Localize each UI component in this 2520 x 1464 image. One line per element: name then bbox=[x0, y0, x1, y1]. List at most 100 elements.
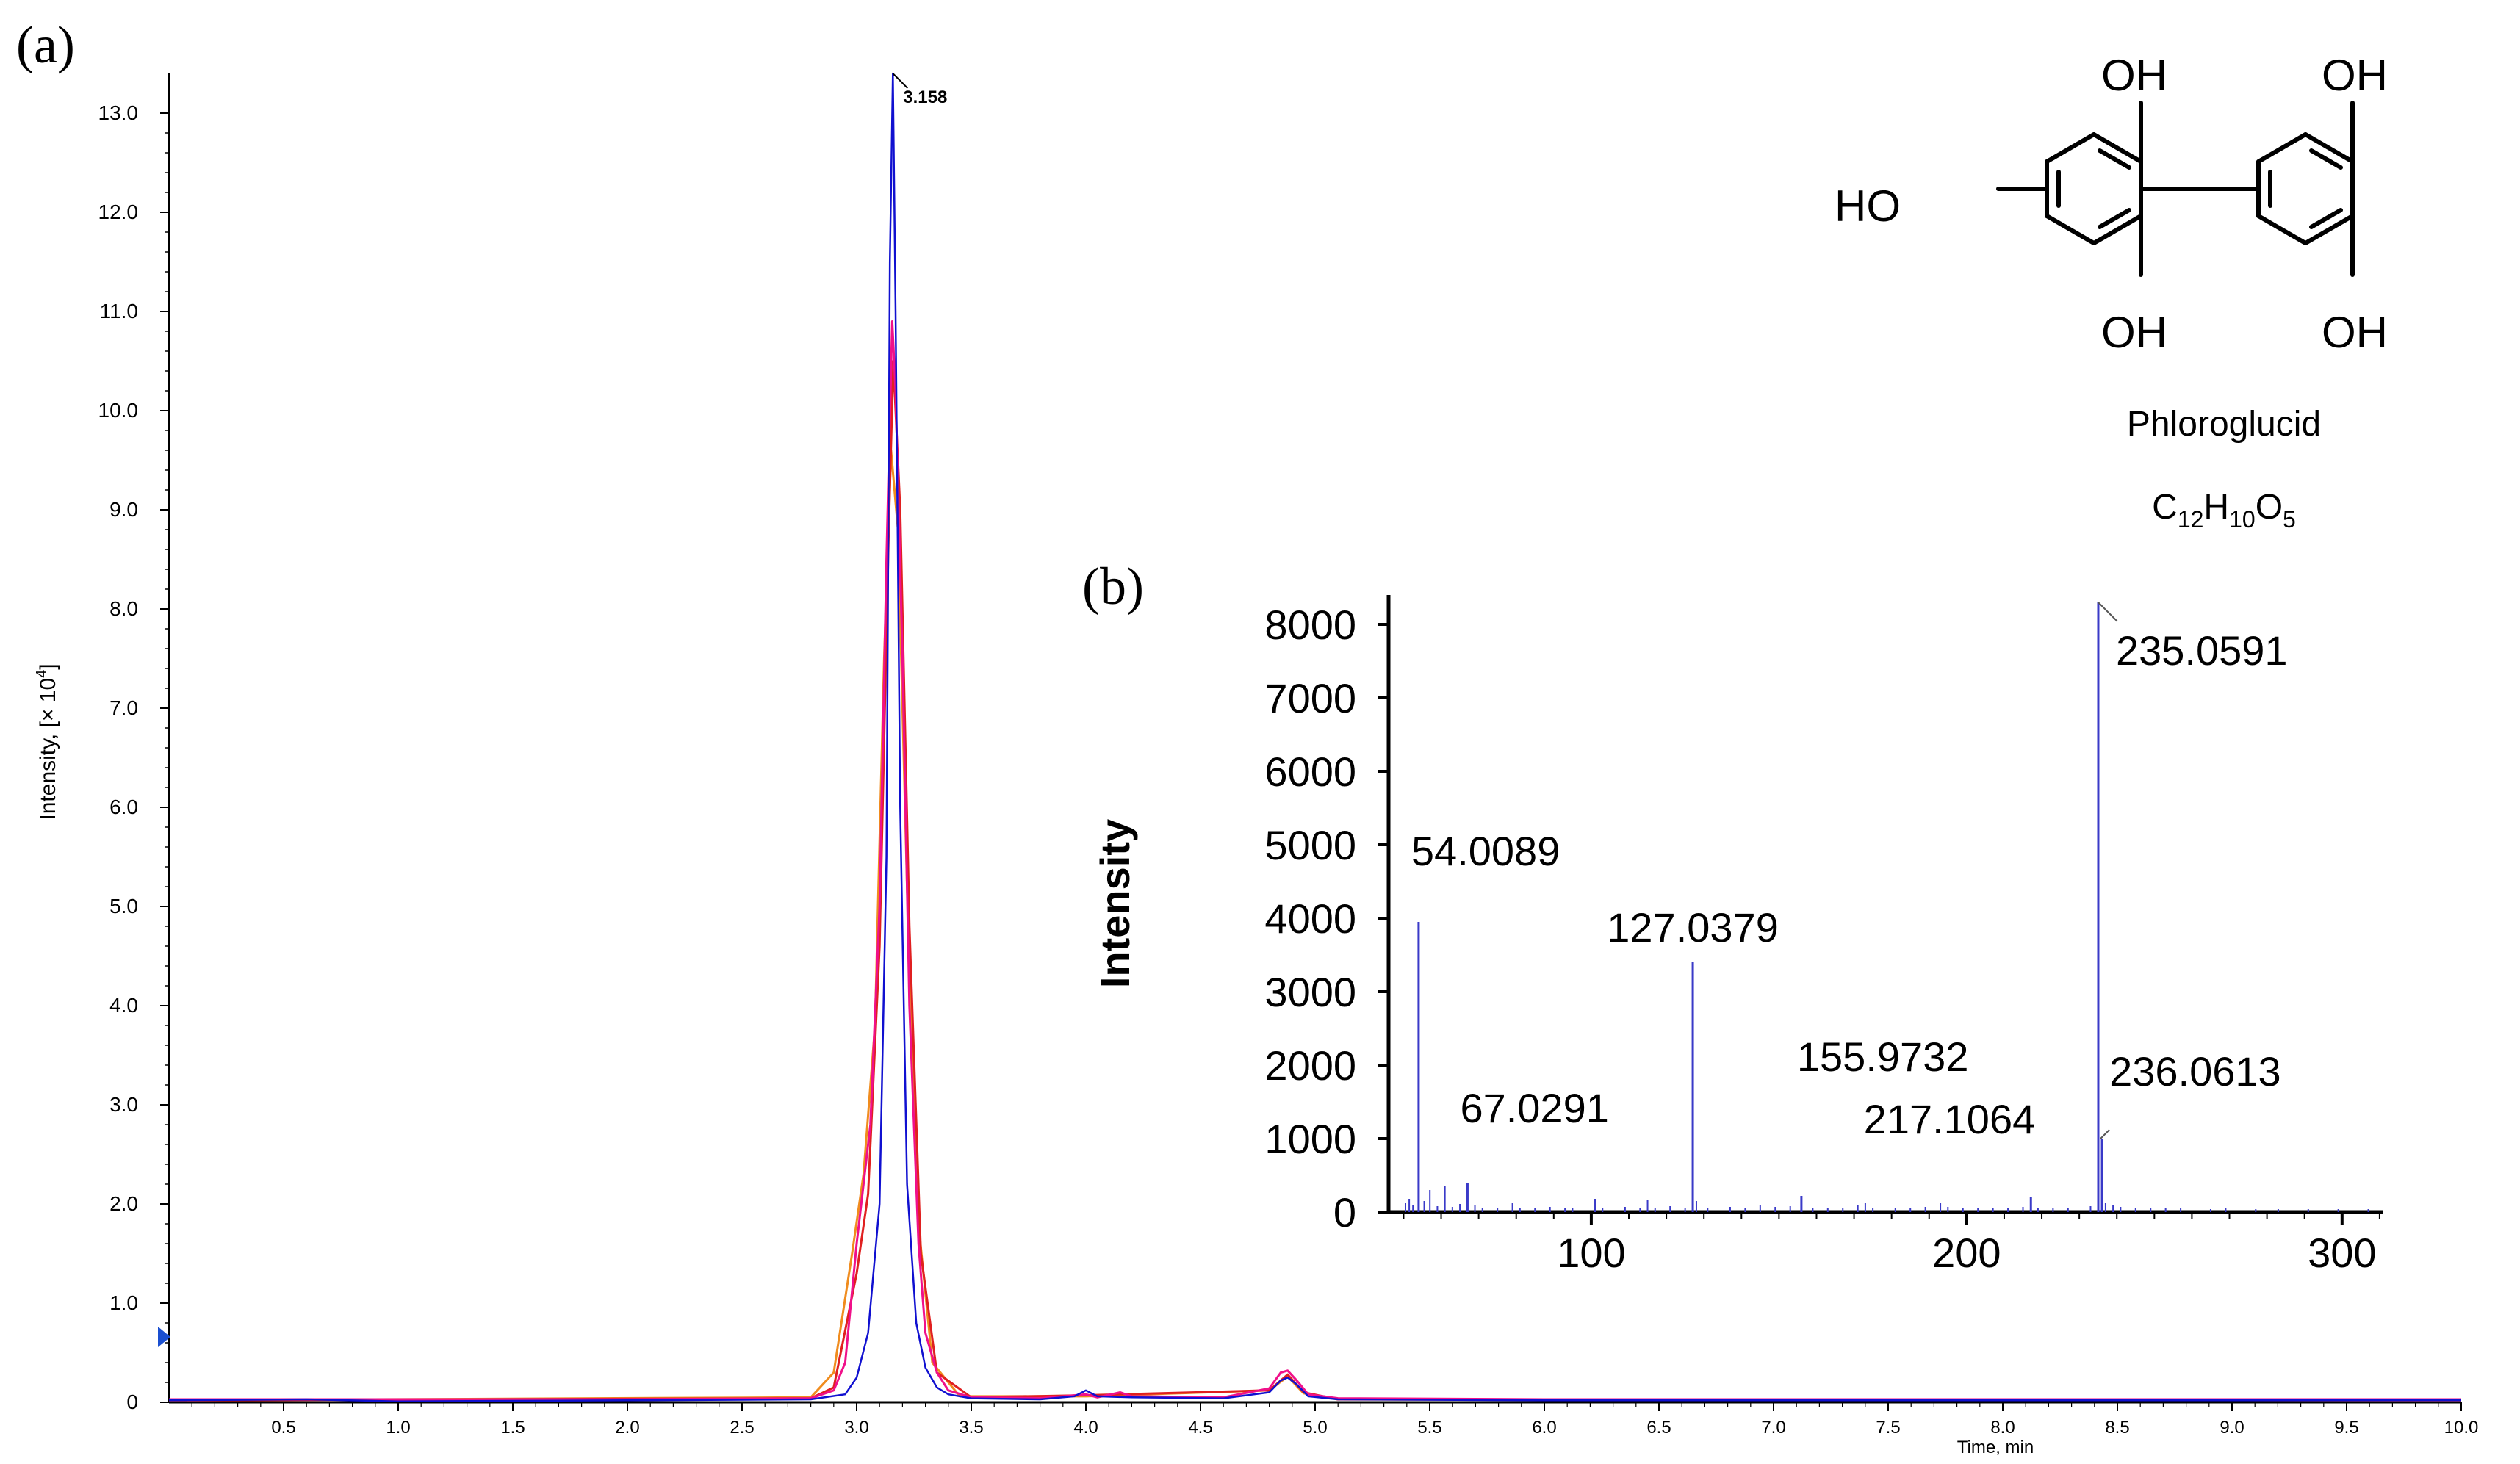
spectrum-peak-label: 217.1064 bbox=[1864, 1096, 2036, 1142]
chromatogram-x-ticks: 0.5 1.0 1.5 2.0 2.5 3.0 3.5 4.0 4.5 5.0 5.5 6.0 6.5 7… bbox=[191, 1402, 2479, 1438]
formula-o-count: 5 bbox=[2283, 506, 2296, 533]
chromatogram-traces bbox=[168, 72, 2462, 1402]
mass-spectrum-minor-peaks bbox=[1404, 1186, 2369, 1212]
x-tick-label: 6.0 bbox=[1532, 1418, 1556, 1438]
spectrum-peak-flag bbox=[2100, 1129, 2110, 1139]
x-tick-label: 9.0 bbox=[2220, 1418, 2244, 1438]
y-label-suffix: ] bbox=[36, 663, 60, 669]
hydroxyl-label: OH bbox=[2101, 308, 2167, 357]
y-tick-label: 13.0 bbox=[98, 101, 139, 124]
x-tick-label: 7.0 bbox=[1761, 1418, 1785, 1438]
bond bbox=[2303, 214, 2355, 245]
x-tick-label: 5.0 bbox=[1303, 1418, 1327, 1438]
x-tick-label: 3.0 bbox=[844, 1418, 868, 1438]
hydroxyl-label: OH bbox=[2322, 51, 2388, 100]
bond bbox=[2045, 132, 2096, 164]
x-tick-label: 1.0 bbox=[386, 1418, 410, 1438]
y-tick-label: 11.0 bbox=[100, 300, 138, 322]
bond bbox=[2098, 208, 2131, 229]
chromatogram-x-label: Time, min bbox=[1957, 1438, 2034, 1457]
formula-c-count: 12 bbox=[2178, 506, 2204, 533]
spectrum-x-tick-label: 100 bbox=[1557, 1230, 1625, 1276]
phloroglucid-structure bbox=[1996, 101, 2355, 277]
y-tick-label: 0 bbox=[126, 1391, 138, 1413]
bond bbox=[2256, 132, 2308, 164]
y-tick-label: 4.0 bbox=[109, 994, 138, 1017]
x-tick-label: 7.5 bbox=[1876, 1418, 1900, 1438]
hydroxyl-label: OH bbox=[2101, 51, 2167, 100]
chromatogram-trace bbox=[168, 360, 2462, 1402]
mass-spectrum-y-label: Intensity bbox=[1092, 819, 1138, 988]
bond bbox=[2309, 148, 2343, 170]
mass-spectrum-x-ticks: 100 200 300 bbox=[1403, 1212, 2380, 1276]
panel-label-a: (a) bbox=[16, 15, 75, 74]
y-tick-label: 3.0 bbox=[109, 1093, 138, 1116]
spectrum-y-tick-label: 3000 bbox=[1264, 969, 1356, 1015]
spectrum-x-tick-label: 200 bbox=[1932, 1230, 2001, 1276]
hydroxyl-label: HO bbox=[1835, 181, 1901, 231]
spectrum-y-tick-label: 8000 bbox=[1264, 602, 1356, 648]
y-tick-label: 12.0 bbox=[98, 201, 139, 223]
y-label-exponent: 4 bbox=[34, 670, 50, 678]
spectrum-peak-flag bbox=[2098, 602, 2118, 622]
y-tick-label: 9.0 bbox=[109, 498, 138, 521]
spectrum-peak-label: 54.0089 bbox=[1411, 828, 1560, 874]
x-tick-label: 9.5 bbox=[2334, 1418, 2358, 1438]
peak-annotation-marker bbox=[892, 73, 909, 89]
formula-h: H bbox=[2203, 488, 2229, 527]
formula-c: C bbox=[2152, 488, 2178, 527]
spectrum-peak-label: 155.9732 bbox=[1797, 1034, 1969, 1080]
x-tick-label: 8.0 bbox=[1990, 1418, 2015, 1438]
mass-spectrum-peak-labels: 54.0089 67.0291 127.0379 155.9732 217.1064 23… bbox=[1411, 627, 2288, 1142]
x-tick-label: 4.0 bbox=[1073, 1418, 1098, 1438]
spectrum-peak-label: 236.0613 bbox=[2109, 1048, 2281, 1095]
axis-marker-icon bbox=[158, 1327, 170, 1347]
y-label-main: Intensity, [× 10 bbox=[36, 678, 60, 821]
y-tick-label: 1.0 bbox=[109, 1291, 138, 1314]
y-tick-label: 5.0 bbox=[109, 895, 138, 917]
x-tick-label: 1.5 bbox=[500, 1418, 525, 1438]
bond bbox=[2092, 214, 2143, 245]
bond bbox=[2309, 208, 2343, 229]
spectrum-y-tick-label: 5000 bbox=[1264, 822, 1356, 868]
y-tick-label: 8.0 bbox=[109, 597, 138, 620]
x-tick-label: 4.5 bbox=[1188, 1418, 1212, 1438]
bond bbox=[2098, 148, 2131, 170]
x-tick-label: 8.5 bbox=[2105, 1418, 2129, 1438]
spectrum-y-tick-label: 4000 bbox=[1264, 895, 1356, 942]
spectrum-peak-label: 235.0591 bbox=[2116, 627, 2288, 674]
x-tick-label: 2.0 bbox=[615, 1418, 639, 1438]
formula-o: O bbox=[2256, 488, 2283, 527]
x-tick-label: 0.5 bbox=[271, 1418, 295, 1438]
spectrum-peak-label: 127.0379 bbox=[1607, 904, 1779, 951]
spectrum-y-tick-label: 7000 bbox=[1264, 675, 1356, 721]
x-tick-label: 3.5 bbox=[959, 1418, 983, 1438]
spectrum-y-tick-label: 1000 bbox=[1264, 1116, 1356, 1162]
mass-spectrum-background bbox=[1381, 588, 2388, 1249]
bond bbox=[2092, 132, 2143, 164]
formula-h-count: 10 bbox=[2229, 506, 2256, 533]
molecular-formula: C12H10O5 bbox=[2152, 488, 2296, 533]
spectrum-peak-label: 67.0291 bbox=[1460, 1085, 1608, 1131]
bond bbox=[2256, 214, 2308, 245]
y-tick-label: 7.0 bbox=[109, 696, 138, 719]
y-tick-label: 6.0 bbox=[109, 796, 138, 818]
x-tick-label: 6.5 bbox=[1646, 1418, 1671, 1438]
hydroxyl-label: OH bbox=[2322, 308, 2388, 357]
spectrum-y-tick-label: 0 bbox=[1333, 1189, 1356, 1236]
compound-name: Phloroglucid bbox=[2127, 405, 2321, 444]
bond bbox=[2045, 214, 2096, 245]
panel-label-b: (b) bbox=[1082, 557, 1144, 616]
x-tick-label: 5.5 bbox=[1417, 1418, 1441, 1438]
spectrum-y-tick-label: 2000 bbox=[1264, 1042, 1356, 1089]
x-tick-label: 10.0 bbox=[2444, 1418, 2479, 1438]
y-tick-label: 10.0 bbox=[98, 399, 139, 422]
mass-spectrum-peaks bbox=[1417, 602, 2118, 1212]
chromatogram-trace bbox=[168, 72, 2461, 1402]
mass-spectrum-plot: 0 1000 2000 3000 4000 5000 6000 7000 8000 100 200… bbox=[1092, 588, 2388, 1276]
peak-annotation-label: 3.158 bbox=[903, 87, 947, 107]
chromatogram-plot: 0 1.0 2.0 3.0 4.0 5.0 6.0 7.0 8.0 9.0 10.0 11.0 12.0… bbox=[34, 72, 2479, 1457]
y-tick-label: 2.0 bbox=[109, 1192, 138, 1215]
spectrum-y-tick-label: 6000 bbox=[1264, 749, 1356, 795]
